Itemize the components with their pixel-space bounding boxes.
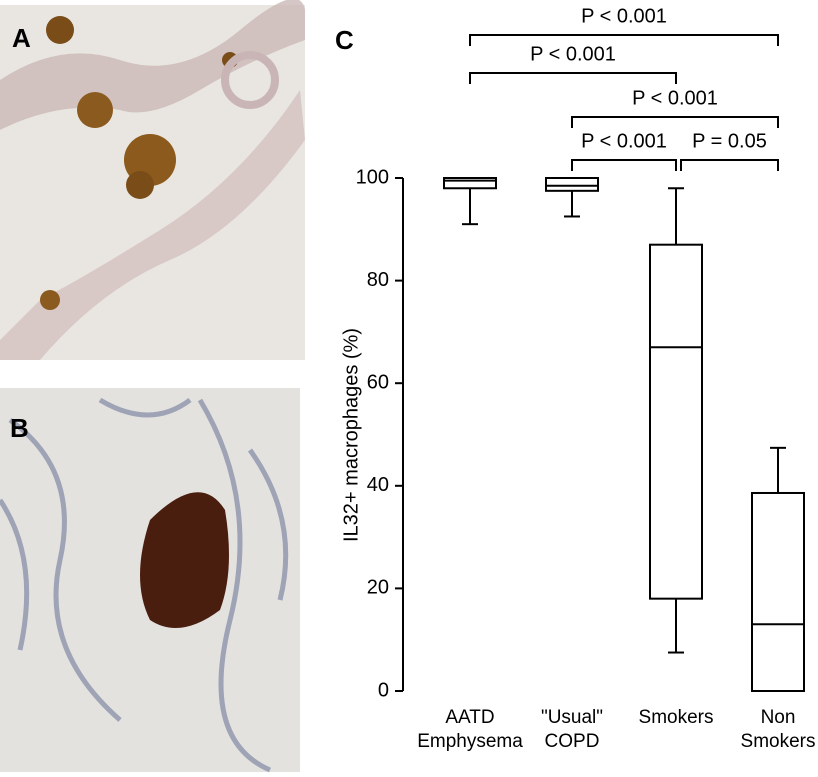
p-value: P < 0.001 <box>581 130 667 152</box>
x-tick-label: AATD Emphysema <box>417 707 523 752</box>
panel-label: B <box>10 413 29 443</box>
significance-bracket <box>680 159 779 171</box>
p-value: P < 0.001 <box>581 5 667 27</box>
box <box>751 491 805 692</box>
significance-bracket <box>571 116 779 128</box>
y-axis-label: IL32+ macrophages (%) <box>340 328 362 542</box>
micrograph-b <box>0 388 300 773</box>
y-tick-label: 80 <box>367 269 389 291</box>
y-tick-label: 40 <box>367 474 389 496</box>
y-tick-label: 20 <box>367 577 389 599</box>
box <box>649 243 703 600</box>
x-tick-label: Non Smokers <box>740 707 816 752</box>
box <box>545 177 599 192</box>
significance-bracket <box>469 72 677 84</box>
p-value: P < 0.001 <box>632 87 718 109</box>
significance-bracket <box>469 34 779 46</box>
box <box>443 177 497 190</box>
y-tick-label: 60 <box>367 371 389 393</box>
micrograph-a <box>0 0 305 360</box>
y-tick-label: 0 <box>378 679 389 701</box>
p-value: P < 0.001 <box>530 43 616 65</box>
panel-label: A <box>12 23 31 53</box>
x-tick-label: Smokers <box>638 707 714 728</box>
y-tick-label: 100 <box>356 166 389 188</box>
p-value: P = 0.05 <box>692 130 767 152</box>
panel-label: C <box>335 25 354 55</box>
x-tick-label: "Usual" COPD <box>540 707 604 752</box>
significance-bracket <box>571 159 677 171</box>
